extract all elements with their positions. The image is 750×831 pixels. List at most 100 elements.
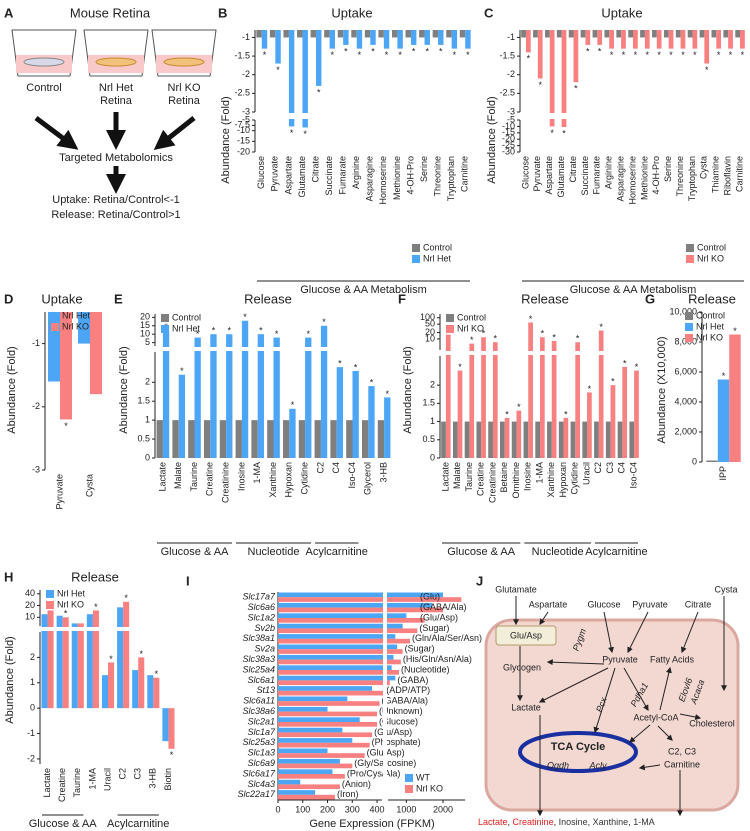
bar bbox=[251, 420, 258, 458]
axis-break bbox=[516, 113, 748, 119]
annotation: (GABA/Ala) bbox=[420, 602, 467, 612]
bar bbox=[582, 421, 588, 458]
legend-label: Nrl KO bbox=[57, 599, 84, 609]
annotation: (His/Gln/Asn/Ala) bbox=[403, 654, 472, 664]
group-label: Glucose & AA Metabolism bbox=[300, 284, 427, 296]
dish-label: Retina bbox=[168, 95, 201, 107]
bar bbox=[278, 790, 316, 795]
panel-title: Release bbox=[688, 291, 736, 306]
enzyme: Ogdh bbox=[547, 760, 569, 770]
bar bbox=[570, 421, 576, 458]
y-tick-label: Slc1a2 bbox=[247, 612, 275, 622]
bar bbox=[278, 628, 418, 634]
bar bbox=[728, 30, 733, 49]
bar bbox=[735, 30, 741, 38]
y-tick-label: 2,000 bbox=[674, 426, 697, 436]
y-axis-label: Abundance (Fold) bbox=[486, 96, 498, 183]
significance: * bbox=[588, 384, 592, 394]
y-tick-label: 0 bbox=[145, 452, 150, 462]
significance: * bbox=[717, 50, 721, 60]
x-tick-label: 4-OH-Pro bbox=[651, 156, 661, 195]
significance: * bbox=[466, 50, 470, 60]
annotation: (Glu) bbox=[420, 592, 440, 602]
x-tick-label: Arginine bbox=[604, 156, 614, 189]
bar bbox=[162, 330, 170, 458]
bar bbox=[267, 420, 274, 458]
significance: * bbox=[693, 50, 697, 60]
significance: * bbox=[529, 314, 533, 324]
bar bbox=[370, 30, 376, 45]
bar bbox=[592, 30, 598, 38]
pathway-node: Cholesterol bbox=[689, 718, 735, 728]
bar bbox=[101, 675, 108, 709]
x-tick-label: 3-HB bbox=[378, 462, 388, 483]
pathway-node: Pyruvate bbox=[632, 599, 668, 609]
metabolite: Creatinine bbox=[513, 817, 554, 827]
legend-swatch bbox=[46, 601, 54, 609]
y-tick-label: Slc1a3 bbox=[247, 748, 275, 758]
bar bbox=[278, 597, 462, 602]
x-tick-label: 1-MA bbox=[534, 462, 544, 484]
x-tick-label: Lactate bbox=[440, 462, 450, 492]
significance: * bbox=[527, 54, 531, 64]
bar bbox=[597, 30, 603, 45]
bar bbox=[729, 334, 741, 462]
y-tick-label: -2 bbox=[242, 69, 250, 79]
bar bbox=[275, 30, 281, 64]
bar bbox=[278, 711, 378, 717]
y-tick-label: 20 bbox=[425, 327, 435, 337]
x-tick-label: Creatine bbox=[205, 462, 215, 496]
x-tick-label: 200 bbox=[320, 804, 335, 814]
bar bbox=[108, 662, 115, 709]
bar bbox=[644, 30, 650, 49]
pathway-node: C2, C3 bbox=[668, 746, 696, 756]
x-tick-label: Uracil bbox=[581, 462, 591, 485]
bar bbox=[605, 421, 611, 458]
y-tick-label: -1 bbox=[242, 32, 250, 42]
metabolite: Inosine bbox=[559, 817, 588, 827]
y-tick-label: 10 bbox=[425, 333, 435, 343]
y-tick-label: -3 bbox=[32, 464, 40, 474]
bar bbox=[316, 30, 322, 86]
legend-label: Control bbox=[172, 312, 201, 322]
bar bbox=[278, 638, 410, 644]
x-tick-label: Homoserine bbox=[627, 156, 637, 205]
group-label: Glucose & AA bbox=[161, 546, 230, 558]
legend-label: Nrl Het bbox=[62, 310, 91, 320]
x-tick-label: Hypoxan bbox=[558, 462, 568, 498]
significance: * bbox=[646, 50, 650, 60]
x-tick-label: 1000 bbox=[396, 804, 416, 814]
bar bbox=[568, 30, 574, 38]
bar bbox=[273, 337, 280, 458]
x-tick-label: Lactate bbox=[157, 462, 167, 492]
bar bbox=[556, 30, 562, 38]
dish-label: Nrl KO bbox=[168, 82, 201, 94]
legend-swatch bbox=[405, 774, 413, 782]
method: Targeted Metabolomics bbox=[59, 152, 173, 164]
y-tick-label: 1 bbox=[145, 415, 150, 425]
panel-title: Mouse Retina bbox=[70, 5, 151, 20]
annotation: (Phosphate) bbox=[372, 737, 421, 747]
y-tick-label: St13 bbox=[256, 685, 275, 695]
metabolite: Lactate bbox=[478, 817, 508, 827]
significance: * bbox=[611, 377, 615, 387]
bar bbox=[711, 30, 717, 38]
y-tick-label: -1 bbox=[507, 32, 515, 42]
significance: * bbox=[574, 84, 578, 94]
y-tick-label: -5 bbox=[242, 114, 250, 124]
x-tick-label: Fumarate bbox=[338, 156, 348, 195]
pathway-node: Carnitine bbox=[664, 759, 700, 769]
significance: * bbox=[307, 329, 311, 339]
bar bbox=[324, 30, 330, 38]
axis-break bbox=[36, 627, 178, 631]
legend-swatch bbox=[51, 312, 59, 320]
bar bbox=[278, 748, 328, 754]
significance: * bbox=[733, 326, 737, 336]
y-tick-label: -30 bbox=[502, 146, 515, 156]
bar bbox=[652, 30, 657, 38]
bar bbox=[257, 334, 265, 458]
x-tick-label: 1-MA bbox=[87, 768, 97, 790]
y-tick-label: Slc17a7 bbox=[242, 592, 276, 602]
dish-label: Control bbox=[26, 82, 61, 94]
dish bbox=[83, 29, 149, 77]
